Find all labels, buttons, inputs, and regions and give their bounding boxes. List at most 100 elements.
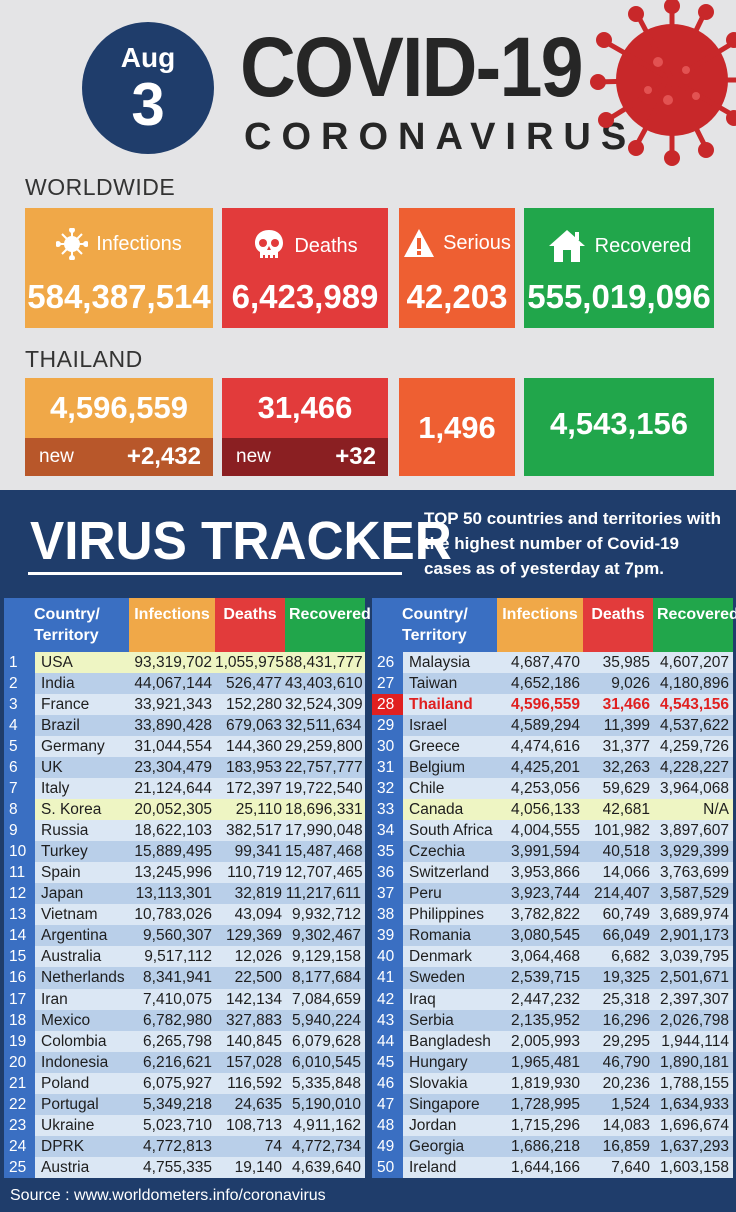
row-infections: 6,782,980 <box>143 1011 212 1029</box>
thailand-deaths-value: 31,466 <box>257 390 353 425</box>
row-deaths: 1,055,975 <box>215 654 284 671</box>
row-rank: 10 <box>4 841 35 863</box>
row-rank: 35 <box>372 841 403 863</box>
row-infections: 3,923,744 <box>511 885 580 903</box>
home-icon <box>547 228 587 264</box>
row-rank: 23 <box>4 1114 35 1136</box>
table-row: 28 Thailand 4,596,559 31,466 4,543,156 <box>372 694 733 716</box>
row-deaths: 25,318 <box>602 990 650 1008</box>
table-row: 2 India 44,067,144 526,477 43,403,610 <box>4 673 365 695</box>
row-rank: 1 <box>4 652 35 674</box>
table-row: 6 UK 23,304,479 183,953 22,757,777 <box>4 757 365 779</box>
row-infections: 4,755,335 <box>143 1158 212 1176</box>
row-country: Portugal <box>41 1095 99 1113</box>
table-row: 4 Brazil 33,890,428 679,063 32,511,634 <box>4 715 365 737</box>
row-infections: 4,687,470 <box>511 654 580 671</box>
table-row: 29 Israel 4,589,294 11,399 4,537,622 <box>372 715 733 737</box>
row-country: Malaysia <box>409 654 471 671</box>
row-recovered: 19,722,540 <box>285 780 363 798</box>
row-recovered: 1,634,933 <box>660 1095 729 1113</box>
thailand-deaths-new-value: +32 <box>335 443 376 470</box>
thailand-label: THAILAND <box>25 346 143 372</box>
row-rank: 20 <box>4 1051 35 1073</box>
row-country: Georgia <box>409 1137 465 1155</box>
table-body: 26 Malaysia 4,687,470 35,985 4,607,207 27 Taiw… <box>372 652 733 1178</box>
row-country: DPRK <box>41 1137 85 1155</box>
row-infections: 20,052,305 <box>134 801 212 819</box>
row-rank: 11 <box>4 862 35 884</box>
table-row: 19 Colombia 6,265,798 140,845 6,079,628 <box>4 1030 365 1052</box>
row-rank: 19 <box>4 1030 35 1052</box>
row-recovered: 4,772,734 <box>292 1137 361 1155</box>
row-infections: 33,921,343 <box>134 696 212 714</box>
row-infections: 1,728,995 <box>511 1095 580 1113</box>
row-rank: 17 <box>4 988 35 1010</box>
row-deaths: 172,397 <box>225 780 282 798</box>
row-infections: 10,783,026 <box>134 906 212 924</box>
row-deaths: 108,713 <box>225 1116 282 1134</box>
row-recovered: 3,587,529 <box>660 885 729 903</box>
row-infections: 4,596,559 <box>511 696 580 714</box>
row-recovered: 2,026,798 <box>660 1011 729 1029</box>
row-infections: 6,265,798 <box>143 1032 212 1050</box>
table-row: 47 Singapore 1,728,995 1,524 1,634,933 <box>372 1093 733 1115</box>
row-country: Spain <box>41 864 81 882</box>
row-infections: 9,517,112 <box>144 948 212 966</box>
row-rank: 6 <box>4 757 35 779</box>
table-row: 43 Serbia 2,135,952 16,296 2,026,798 <box>372 1009 733 1031</box>
row-recovered: 1,944,114 <box>661 1032 729 1050</box>
row-rank: 37 <box>372 883 403 905</box>
row-infections: 4,004,555 <box>511 822 580 840</box>
row-deaths: 19,325 <box>602 969 650 987</box>
row-rank: 25 <box>4 1156 35 1178</box>
table-row: 13 Vietnam 10,783,026 43,094 9,932,712 <box>4 904 365 926</box>
row-deaths: 152,280 <box>225 696 282 714</box>
row-deaths: 101,982 <box>593 822 650 840</box>
col-recovered: Recovered <box>285 598 371 652</box>
row-deaths: 1,524 <box>611 1095 650 1113</box>
row-rank: 42 <box>372 988 403 1010</box>
row-recovered: 4,911,162 <box>293 1116 361 1134</box>
row-recovered: 4,228,227 <box>660 759 729 777</box>
virus-small-icon <box>56 228 89 260</box>
row-country: Israel <box>409 717 447 735</box>
row-infections: 1,819,930 <box>511 1074 580 1092</box>
virus-icon <box>590 0 736 166</box>
row-deaths: 129,369 <box>225 927 282 945</box>
table-row: 24 DPRK 4,772,813 74 4,772,734 <box>4 1135 365 1157</box>
row-country: Germany <box>41 738 105 756</box>
row-rank: 47 <box>372 1093 403 1115</box>
table-row: 14 Argentina 9,560,307 129,369 9,302,467 <box>4 925 365 947</box>
row-recovered: 1,788,155 <box>660 1074 729 1092</box>
row-recovered: 9,302,467 <box>292 927 361 945</box>
row-infections: 44,067,144 <box>134 675 212 693</box>
row-recovered: 32,524,309 <box>285 696 363 714</box>
warning-icon <box>403 228 435 258</box>
row-rank: 21 <box>4 1072 35 1094</box>
row-deaths: 679,063 <box>225 717 282 735</box>
table-row: 34 South Africa 4,004,555 101,982 3,897,607 <box>372 820 733 842</box>
row-infections: 2,447,232 <box>511 990 580 1008</box>
row-country: Mexico <box>41 1011 91 1029</box>
row-recovered: 4,543,156 <box>660 696 729 714</box>
row-rank: 26 <box>372 652 403 674</box>
row-country: Philippines <box>409 906 484 924</box>
table-row: 45 Hungary 1,965,481 46,790 1,890,181 <box>372 1051 733 1073</box>
table-row: 12 Japan 13,113,301 32,819 11,217,611 <box>4 883 365 905</box>
table-row: 7 Italy 21,124,644 172,397 19,722,540 <box>4 778 365 800</box>
row-recovered: 1,890,181 <box>660 1053 729 1071</box>
page-title: COVID-19 <box>240 20 584 114</box>
row-country: Brazil <box>41 717 80 735</box>
row-infections: 2,539,715 <box>511 969 580 987</box>
row-deaths: 20,236 <box>602 1074 650 1092</box>
row-rank: 28 <box>372 694 403 716</box>
table-row: 38 Philippines 3,782,822 60,749 3,689,974 <box>372 904 733 926</box>
row-country: Australia <box>41 948 102 966</box>
row-deaths: 31,377 <box>602 738 650 756</box>
table-row: 46 Slovakia 1,819,930 20,236 1,788,155 <box>372 1072 733 1094</box>
row-rank: 9 <box>4 820 35 842</box>
skull-icon <box>252 228 286 264</box>
thailand-serious-card: 1,496 <box>399 378 515 476</box>
row-deaths: 25,110 <box>235 801 282 819</box>
row-country: Poland <box>41 1074 90 1092</box>
